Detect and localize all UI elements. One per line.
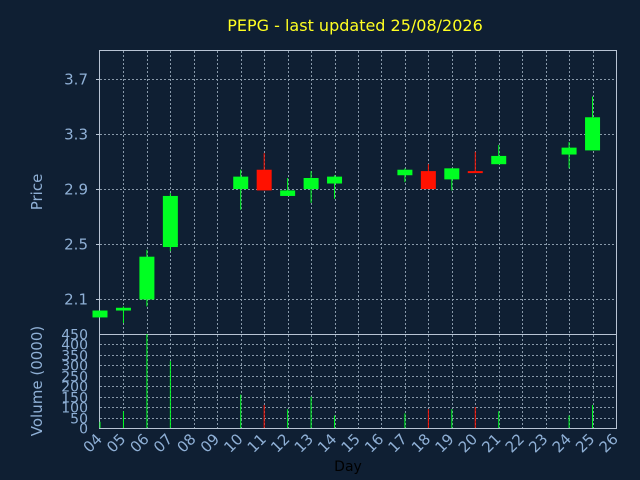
day-tick-label: 17 xyxy=(385,430,411,456)
volume-tick-label: 350 xyxy=(61,349,88,365)
candles xyxy=(92,96,601,323)
price-tick-label: 2.1 xyxy=(64,291,88,309)
volume-tick-label: 100 xyxy=(61,401,88,417)
volume-tick-label: 150 xyxy=(61,391,88,407)
volume-bars xyxy=(99,334,594,428)
day-tick-label: 09 xyxy=(197,430,223,456)
candle-body xyxy=(444,168,460,180)
day-tick-label: 08 xyxy=(173,430,199,456)
price-axis-label: Price xyxy=(28,174,46,211)
candle-body xyxy=(561,147,577,155)
candle-body xyxy=(92,310,108,318)
volume-tick-label: 300 xyxy=(61,359,88,375)
candle-body xyxy=(467,171,483,174)
day-tick-label: 11 xyxy=(244,430,270,456)
day-tick-label: 22 xyxy=(502,430,528,456)
candle-body xyxy=(327,176,343,184)
chart-title: PEPG - last updated 25/08/2026 xyxy=(227,16,483,35)
volume-tick-label: 50 xyxy=(70,412,88,428)
price-tick-label: 2.9 xyxy=(64,181,88,199)
day-axis-ticks: 0405060708091011121314151617181920212223… xyxy=(80,430,622,456)
day-tick-label: 10 xyxy=(220,430,246,456)
day-tick-label: 07 xyxy=(150,430,176,456)
volume-axis-label: Volume (0000) xyxy=(28,326,46,436)
candle-body xyxy=(256,169,272,191)
day-tick-label: 16 xyxy=(361,430,387,456)
candle-body xyxy=(280,190,296,196)
candle-body xyxy=(491,155,507,165)
day-tick-label: 05 xyxy=(103,430,129,456)
day-tick-label: 18 xyxy=(408,430,434,456)
day-tick-label: 14 xyxy=(314,430,340,456)
volume-tick-label: 250 xyxy=(61,370,88,386)
day-tick-label: 13 xyxy=(291,430,317,456)
day-tick-label: 20 xyxy=(455,430,481,456)
day-tick-label: 12 xyxy=(267,430,293,456)
volume-tick-label: 400 xyxy=(61,338,88,354)
candle-body xyxy=(139,256,155,300)
day-tick-label: 21 xyxy=(478,430,504,456)
day-tick-label: 25 xyxy=(572,430,598,456)
price-tick-label: 2.5 xyxy=(64,236,88,254)
grid-lines xyxy=(100,51,616,428)
day-tick-label: 26 xyxy=(596,430,622,456)
candle-body xyxy=(397,169,413,176)
x-axis-label: Day xyxy=(334,459,362,475)
day-tick-label: 24 xyxy=(549,430,575,456)
candle-body xyxy=(303,178,319,190)
price-tick-label: 3.7 xyxy=(64,71,88,89)
day-tick-label: 19 xyxy=(431,430,457,456)
price-tick-label: 3.3 xyxy=(64,126,88,144)
day-tick-label: 15 xyxy=(338,430,364,456)
candle-body xyxy=(233,176,249,190)
candle-body xyxy=(162,195,178,248)
candle-body xyxy=(115,307,131,311)
volume-tick-label: 450 xyxy=(61,328,88,344)
day-tick-label: 06 xyxy=(127,430,153,456)
volume-plot-area xyxy=(99,334,617,429)
volume-tick-label: 0 xyxy=(79,422,88,438)
price-axis-ticks: 2.1 2.5 2.9 3.3 3.7 xyxy=(64,71,100,309)
day-tick-label: 23 xyxy=(525,430,551,456)
candle-body xyxy=(585,117,601,151)
candle-body xyxy=(420,171,436,190)
volume-tick-label: 200 xyxy=(61,380,88,396)
